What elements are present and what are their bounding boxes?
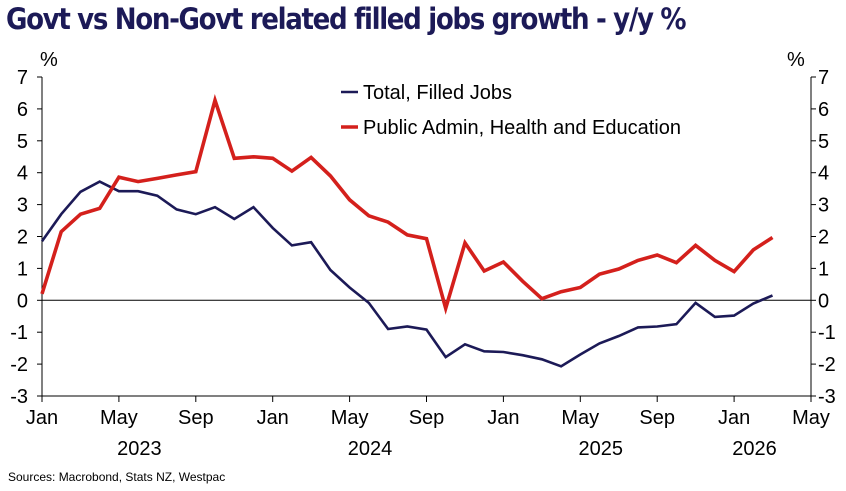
x-tick-label: Jan	[257, 407, 289, 429]
x-tick-label: Sep	[639, 407, 675, 429]
y-tick-label-right: 3	[818, 195, 829, 217]
y-tick-label-right: -3	[818, 386, 836, 408]
x-tick-label: Sep	[178, 407, 214, 429]
x-year-label: 2026	[732, 438, 777, 460]
x-tick-label: Jan	[487, 407, 519, 429]
series-line-1	[40, 180, 773, 368]
y-tick-label-left: 3	[17, 195, 28, 217]
y-tick-label-left: -3	[10, 386, 28, 408]
y-unit-left: %	[40, 49, 58, 71]
x-tick-label: Jan	[718, 407, 750, 429]
y-tick-label-right: 5	[818, 131, 829, 153]
y-tick-label-right: 1	[818, 258, 829, 280]
y-tick-label-right: 4	[818, 163, 829, 185]
x-tick-label: May	[792, 407, 830, 429]
y-tick-label-right: -1	[818, 322, 836, 344]
y-tick-label-left: 1	[17, 258, 28, 280]
source-note: Sources: Macrobond, Stats NZ, Westpac	[8, 470, 226, 484]
x-year-label: 2024	[348, 438, 393, 460]
y-tick-label-left: -2	[10, 354, 28, 376]
y-tick-label-left: 0	[17, 290, 28, 312]
y-tick-label-left: -1	[10, 322, 28, 344]
y-tick-label-left: 4	[17, 163, 28, 185]
x-tick-label: May	[561, 407, 599, 429]
x-tick-label: Sep	[409, 407, 445, 429]
legend: Total, Filled Jobs Public Admin, Health a…	[341, 82, 681, 139]
x-tick-label: May	[100, 407, 138, 429]
legend-label-2: Public Admin, Health and Education	[363, 117, 681, 139]
legend-label-1: Total, Filled Jobs	[363, 82, 512, 104]
x-tick-label: May	[331, 407, 369, 429]
series-layer	[40, 94, 774, 368]
chart-title: Govt vs Non-Govt related filled jobs gro…	[6, 2, 687, 36]
x-tick-label: Jan	[26, 407, 58, 429]
y-tick-label-right: -2	[818, 354, 836, 376]
y-tick-label-right: 7	[818, 67, 829, 89]
y-tick-label-right: 2	[818, 227, 829, 249]
y-tick-label-left: 7	[17, 67, 28, 89]
axis-layer: -3 -3 -2 -2 -1 -1 0 0 1 1 2 2 3 3 4 4 5 5 6 6 7 7% % Jan May Sep J…	[10, 49, 836, 460]
x-year-label: 2025	[579, 438, 624, 460]
y-tick-label-left: 6	[17, 99, 28, 121]
y-tick-label-right: 0	[818, 290, 829, 312]
y-unit-right: %	[787, 49, 805, 71]
series-line-2	[40, 94, 774, 315]
y-tick-label-left: 2	[17, 227, 28, 249]
y-tick-label-right: 6	[818, 99, 829, 121]
y-tick-label-left: 5	[17, 131, 28, 153]
x-year-label: 2023	[117, 438, 162, 460]
